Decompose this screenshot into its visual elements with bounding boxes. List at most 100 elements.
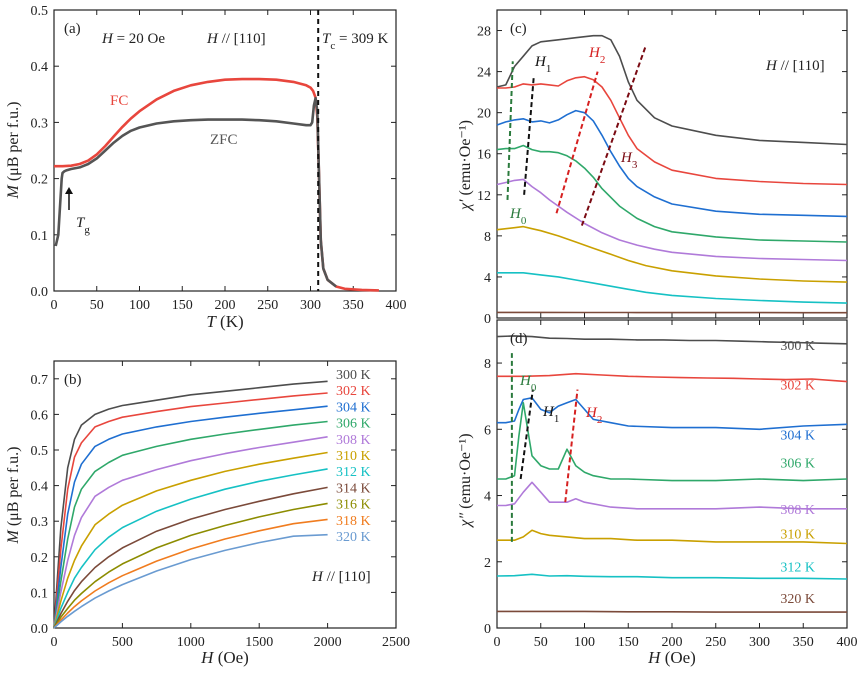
panel-b-legend-300k: 300 K	[336, 368, 371, 383]
panel-d-ylabel: χ″ (emu·Oe⁻¹)	[457, 433, 474, 528]
panel-d-xlabel: H (Oe)	[647, 648, 696, 667]
panel-c-marker-label-h3: H3	[620, 150, 638, 171]
panel-d-legend-320k: 320 K	[780, 592, 815, 607]
panel-b-series-312k	[53, 468, 328, 629]
panel-d-series-308k	[497, 481, 847, 510]
panel-b-xtick-label: 0	[51, 635, 58, 650]
panel-c-marker-h3	[580, 45, 647, 226]
panel-b-direction-annotation: H // [110]	[311, 569, 371, 585]
panel-c-ytick-label: 28	[477, 25, 491, 40]
panel-d-legend-300k: 300 K	[780, 339, 815, 354]
panel-a-zfc-label: ZFC	[210, 132, 238, 148]
panel-d-series-306k	[497, 401, 848, 482]
panel-d-legend-306k: 306 K	[780, 456, 815, 471]
panel-c-series-306k	[496, 144, 848, 243]
panel-b-ytick-label: 0.7	[31, 373, 49, 388]
panel-c-ytick-label: 12	[477, 189, 491, 204]
panel-b-legend-310k: 310 K	[336, 449, 371, 464]
panel-a-xtick-label: 400	[386, 298, 407, 313]
panel-b-series-320k	[53, 533, 328, 629]
panel-d-xtick-label: 200	[662, 635, 683, 650]
panel-a-ytick-label: 0.0	[31, 285, 49, 300]
panel-c-ytick-label: 20	[477, 107, 491, 122]
panel-c-series-300k	[496, 34, 848, 146]
panel-c-ylabel: χ′ (emu·Oe⁻¹)	[457, 120, 474, 212]
panel-b-ytick-label: 0.6	[31, 408, 49, 423]
panel-d-xtick-label: 400	[837, 635, 858, 650]
panel-c-ytick-label: 8	[484, 230, 491, 245]
panel-b-ytick-label: 0.0	[31, 622, 49, 637]
panel-a-series-fc	[54, 77, 379, 292]
panel-b-legend-302k: 302 K	[336, 384, 371, 399]
panel-d-series-310k	[497, 529, 848, 545]
panel-d-legend-304k: 304 K	[780, 428, 815, 443]
panel-c-series-312k	[497, 271, 848, 304]
panel-a-direction-annotation: H // [110]	[206, 31, 266, 47]
panel-b-series-308k	[53, 436, 328, 629]
panel-a-tg-arrowhead	[65, 187, 73, 194]
panel-d-legend-308k: 308 K	[780, 503, 815, 518]
panel-a-tc-annotation: Tc = 309 K	[322, 31, 388, 52]
panel-b-series-304k	[53, 405, 328, 629]
panel-a-xtick-label: 100	[129, 298, 150, 313]
panel-c-ytick-label: 0	[484, 312, 491, 327]
panel-c-frame	[496, 9, 848, 319]
panel-d-xtick-label: 300	[749, 635, 770, 650]
panel-b-label: (b)	[64, 372, 82, 388]
panel-b-series-310k	[53, 451, 328, 629]
panel-c-series-302k	[497, 75, 848, 186]
panel-d-xtick-label: 100	[574, 635, 595, 650]
panel-d-marker-h1	[519, 389, 534, 480]
panel-a-tg-label: Tg	[76, 215, 90, 236]
panel-c-marker-h0	[506, 61, 514, 200]
panel-b-legend-318k: 318 K	[336, 514, 371, 529]
panel-a-ytick-label: 0.5	[31, 4, 49, 19]
panel-d-marker-label-h0: H0	[519, 373, 537, 394]
panel-a-series-zfc	[54, 96, 337, 288]
panel-d-xtick-label: 250	[705, 635, 726, 650]
panel-b-legend-304k: 304 K	[336, 400, 371, 415]
panel-b-legend-308k: 308 K	[336, 433, 371, 448]
panel-c-series-308k	[496, 178, 848, 262]
panel-b-legend-316k: 316 K	[336, 498, 371, 513]
panel-c-direction-annotation: H // [110]	[765, 58, 825, 74]
panel-d-label: (d)	[510, 331, 528, 347]
panel-d-series-302k	[497, 372, 848, 383]
panel-c-series-304k	[496, 109, 848, 218]
panel-b-xtick-label: 500	[112, 635, 133, 650]
panel-b-legend-312k: 312 K	[336, 465, 371, 480]
panel-b-series-300k	[53, 380, 328, 629]
panel-b-series-306k	[53, 420, 328, 629]
panel-a-xlabel: T (K)	[206, 312, 243, 331]
panel-b-xtick-label: 1500	[245, 635, 273, 650]
panel-d-xtick-label: 350	[793, 635, 814, 650]
panel-b-ytick-label: 0.4	[31, 480, 49, 495]
panel-d-frame	[496, 319, 848, 629]
panel-a-xtick-label: 150	[172, 298, 193, 313]
panel-a-xtick-label: 50	[90, 298, 104, 313]
panel-a-field-annotation: H = 20 Oe	[101, 31, 165, 47]
panel-d-marker-label-h1: H1	[542, 404, 559, 425]
panel-d-legend-302k: 302 K	[780, 379, 815, 394]
panel-b-ytick-label: 0.1	[31, 586, 49, 601]
panel-d-marker-h2	[564, 389, 579, 503]
panel-c-series-310k	[496, 225, 848, 283]
panel-b-ytick-label: 0.3	[31, 515, 49, 530]
panel-b-series-302k	[53, 392, 328, 629]
panel-c-marker-label-h1: H1	[534, 54, 551, 75]
panel-b-series-316k	[53, 502, 328, 629]
panel-a-ytick-label: 0.3	[31, 116, 49, 131]
panel-b-series-318k	[53, 518, 328, 629]
panel-d-ytick-label: 4	[484, 490, 491, 505]
panel-b-series-314k	[53, 486, 328, 629]
panel-a-xtick-label: 300	[300, 298, 321, 313]
panel-a-xtick-label: 350	[343, 298, 364, 313]
panel-d-series-300k	[496, 335, 848, 345]
panel-d-marker-label-h2: H2	[585, 405, 602, 426]
panel-d-ytick-label: 0	[484, 622, 491, 637]
panel-b-frame	[53, 360, 397, 629]
panel-c-marker-h1	[523, 76, 535, 195]
panel-d-ytick-label: 8	[484, 357, 491, 372]
panel-c-label: (c)	[510, 21, 527, 37]
